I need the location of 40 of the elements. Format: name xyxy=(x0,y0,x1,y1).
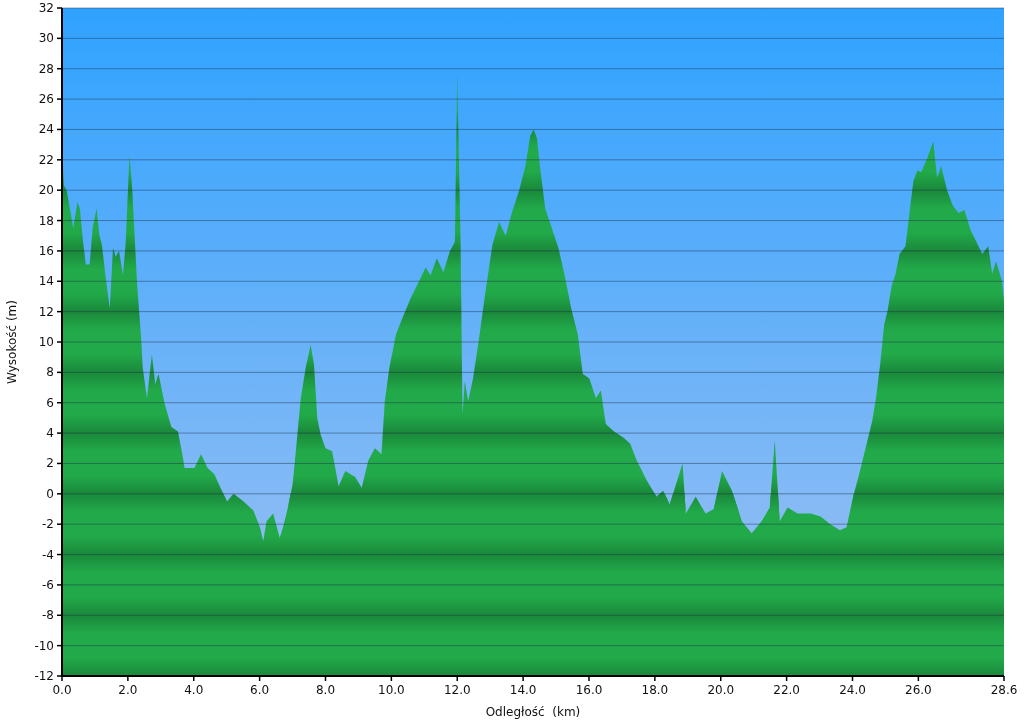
y-tick-label: 20 xyxy=(38,183,54,198)
x-tick-label: 2.0 xyxy=(118,683,138,697)
y-tick-label: 14 xyxy=(38,274,54,289)
y-tick-label: 4 xyxy=(46,426,54,441)
x-tick-label: 0.0 xyxy=(52,683,72,697)
y-tick-label: -10 xyxy=(34,638,54,653)
y-tick-label: 30 xyxy=(38,31,54,46)
x-tick-label: 6.0 xyxy=(250,683,270,697)
x-tick-label: 14.0 xyxy=(509,683,537,697)
y-tick-label: 0 xyxy=(46,486,54,501)
y-tick-label: 24 xyxy=(38,122,54,137)
x-tick-label: 4.0 xyxy=(184,683,204,697)
x-tick-label: 28.6 xyxy=(990,683,1018,697)
x-axis-title: Odległość (km) xyxy=(485,705,581,719)
y-tick-label: 18 xyxy=(38,213,54,228)
y-tick-label: 8 xyxy=(46,365,54,380)
y-tick-label: 6 xyxy=(46,395,54,410)
x-tick-label: 8.0 xyxy=(315,683,336,697)
y-tick-label: -2 xyxy=(42,517,54,532)
y-tick-label: 12 xyxy=(38,304,54,319)
y-tick-label: 32 xyxy=(38,1,54,15)
y-tick-label: -4 xyxy=(42,547,54,562)
x-tick-label: 16.0 xyxy=(575,683,603,697)
x-tick-label: 12.0 xyxy=(443,683,471,697)
x-tick-label: 22.0 xyxy=(773,683,800,697)
y-tick-label: 16 xyxy=(38,243,54,258)
x-tick-label: 24.0 xyxy=(839,683,866,697)
y-tick-label: 2 xyxy=(46,456,54,471)
y-tick-label: 26 xyxy=(38,92,54,107)
x-tick-label: 18.0 xyxy=(641,683,669,697)
y-tick-label: -6 xyxy=(42,577,54,592)
x-tick-label: 26.0 xyxy=(905,683,932,697)
y-tick-label: 10 xyxy=(38,335,54,349)
y-tick-label: -12 xyxy=(34,669,54,683)
x-tick-label: 10.0 xyxy=(378,683,405,697)
y-tick-label: 22 xyxy=(38,152,54,167)
y-axis-title: Wysokość (m) xyxy=(5,300,19,384)
y-tick-label: -8 xyxy=(42,608,54,623)
x-tick-label: 20.0 xyxy=(707,683,735,697)
y-tick-label: 28 xyxy=(38,61,54,76)
